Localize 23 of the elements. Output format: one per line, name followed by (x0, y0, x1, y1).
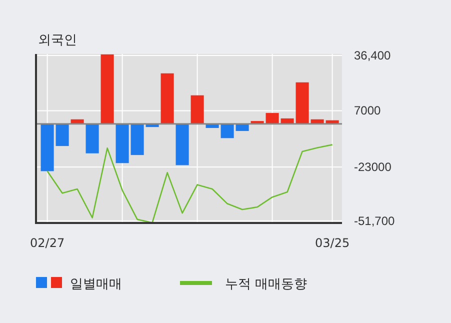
legend-label: 일별매매 (70, 277, 122, 292)
bar (130, 124, 144, 156)
chart-title: 외국인 (38, 33, 77, 48)
bar (160, 73, 174, 124)
bar (116, 124, 129, 164)
bar (220, 124, 234, 138)
bar (236, 124, 249, 131)
x-tick-label: 02/27 (30, 236, 65, 250)
y-tick-label: 7000 (354, 104, 382, 118)
legend-label: 누적 매매동향 (225, 277, 308, 292)
y-tick-label: -23000 (354, 160, 392, 174)
y-tick-label: 36,400 (354, 48, 392, 62)
bar (190, 95, 204, 124)
bar (56, 124, 69, 146)
bar (176, 124, 189, 166)
bar (86, 124, 99, 154)
line-series (46, 144, 333, 224)
bar (296, 82, 309, 124)
bar (266, 112, 279, 124)
bar (100, 54, 114, 124)
bar (40, 124, 54, 172)
y-tick-label: -51,700 (354, 214, 396, 228)
x-tick-label: 03/25 (315, 236, 350, 250)
